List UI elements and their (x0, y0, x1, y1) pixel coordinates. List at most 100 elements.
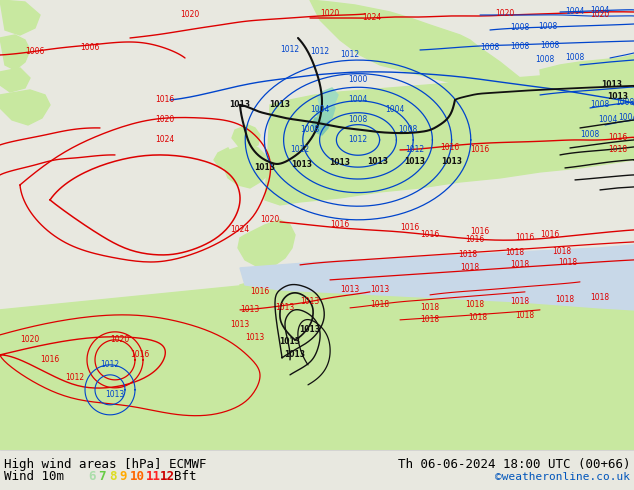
Text: 1013: 1013 (607, 93, 628, 101)
Text: 1018: 1018 (609, 146, 628, 154)
Text: 1008: 1008 (398, 125, 418, 134)
Text: 1018: 1018 (559, 258, 578, 268)
Text: 7: 7 (98, 470, 105, 484)
Text: 1016: 1016 (540, 230, 560, 240)
Text: 1012: 1012 (340, 50, 359, 59)
Text: 1012: 1012 (280, 46, 299, 54)
Text: 1004: 1004 (310, 105, 330, 115)
Text: 1004: 1004 (598, 116, 618, 124)
Text: 1013: 1013 (370, 285, 390, 294)
Text: 1012: 1012 (405, 146, 425, 154)
Text: 1012: 1012 (349, 135, 368, 145)
Text: 8: 8 (109, 470, 117, 484)
Text: 1016: 1016 (330, 220, 349, 229)
Text: 1018: 1018 (510, 297, 529, 306)
Text: 1013: 1013 (368, 157, 389, 167)
Polygon shape (0, 0, 40, 35)
Text: 1008: 1008 (481, 44, 500, 52)
Text: 1008: 1008 (301, 125, 320, 134)
Text: 1008: 1008 (616, 98, 634, 107)
Text: 1020: 1020 (155, 116, 174, 124)
Text: 1008: 1008 (580, 130, 600, 140)
Text: 1013: 1013 (340, 285, 359, 294)
Text: 1006: 1006 (81, 44, 100, 52)
Text: 1016: 1016 (441, 144, 460, 152)
Text: 1016: 1016 (470, 227, 489, 236)
Text: 1012: 1012 (311, 48, 330, 56)
Text: 6: 6 (88, 470, 96, 484)
Text: 1004: 1004 (618, 114, 634, 122)
Text: 1008: 1008 (566, 53, 585, 63)
Polygon shape (540, 55, 634, 135)
Text: 1013: 1013 (275, 303, 295, 313)
Polygon shape (240, 280, 280, 315)
Polygon shape (238, 220, 295, 268)
Text: 1018: 1018 (590, 294, 609, 302)
Text: Bft: Bft (174, 470, 197, 484)
Text: 1016: 1016 (250, 287, 269, 296)
Polygon shape (214, 148, 232, 168)
Polygon shape (224, 145, 270, 188)
Text: 1013: 1013 (299, 325, 321, 334)
Text: 1024: 1024 (230, 225, 250, 234)
Polygon shape (310, 0, 555, 100)
Text: 1016: 1016 (420, 230, 439, 240)
Text: 1013: 1013 (245, 333, 264, 343)
Polygon shape (0, 265, 634, 450)
Text: 1018: 1018 (370, 300, 389, 309)
Text: 1012: 1012 (290, 146, 309, 154)
Text: ©weatheronline.co.uk: ©weatheronline.co.uk (495, 472, 630, 482)
Text: 1018: 1018 (460, 264, 479, 272)
Text: 1013: 1013 (230, 100, 250, 109)
Text: 1004: 1004 (348, 96, 368, 104)
Text: 1020: 1020 (320, 9, 340, 19)
Text: 1013: 1013 (269, 100, 290, 109)
Text: 1024: 1024 (363, 14, 382, 23)
Text: 1013: 1013 (285, 350, 306, 359)
Text: 1016: 1016 (470, 146, 489, 154)
Text: 1012: 1012 (100, 360, 120, 369)
Text: 1020: 1020 (110, 335, 129, 344)
Text: 9: 9 (119, 470, 127, 484)
Polygon shape (240, 245, 634, 310)
Text: 1018: 1018 (510, 260, 529, 270)
Text: 1013: 1013 (254, 164, 276, 172)
Text: 1016: 1016 (41, 355, 60, 365)
Text: 1008: 1008 (590, 100, 610, 109)
Text: 1008: 1008 (510, 43, 529, 51)
Polygon shape (0, 35, 30, 70)
Text: 1008: 1008 (535, 55, 555, 65)
Text: 1018: 1018 (458, 250, 477, 259)
Polygon shape (312, 112, 330, 135)
Text: 1020: 1020 (261, 216, 280, 224)
Text: 1016: 1016 (515, 233, 534, 243)
Polygon shape (0, 90, 50, 125)
Text: 1016: 1016 (401, 223, 420, 232)
Text: 1018: 1018 (505, 248, 524, 257)
Text: 1013: 1013 (230, 320, 250, 329)
Text: 1013: 1013 (602, 80, 623, 90)
Text: 10: 10 (130, 470, 145, 484)
Text: 1013: 1013 (280, 337, 301, 346)
Text: 1004: 1004 (566, 7, 585, 17)
Text: 1013: 1013 (240, 305, 260, 315)
Text: 1016: 1016 (609, 133, 628, 143)
Text: 1020: 1020 (20, 335, 39, 344)
Text: 11: 11 (146, 470, 161, 484)
Text: 1024: 1024 (155, 135, 174, 145)
Polygon shape (318, 88, 338, 110)
Text: 1018: 1018 (552, 247, 572, 256)
Text: 1016: 1016 (155, 96, 174, 104)
Text: 1020: 1020 (495, 9, 515, 19)
Text: 1013: 1013 (404, 157, 425, 167)
Text: 1016: 1016 (131, 350, 150, 359)
Text: Wind 10m: Wind 10m (4, 470, 64, 484)
Text: 1006: 1006 (25, 48, 44, 56)
Polygon shape (232, 125, 260, 150)
Text: 1000: 1000 (348, 75, 368, 84)
Text: 1008: 1008 (510, 24, 529, 32)
Text: 1018: 1018 (515, 311, 534, 320)
Text: 1013: 1013 (105, 391, 125, 399)
Text: 1012: 1012 (65, 373, 84, 382)
Text: 1020: 1020 (181, 10, 200, 20)
